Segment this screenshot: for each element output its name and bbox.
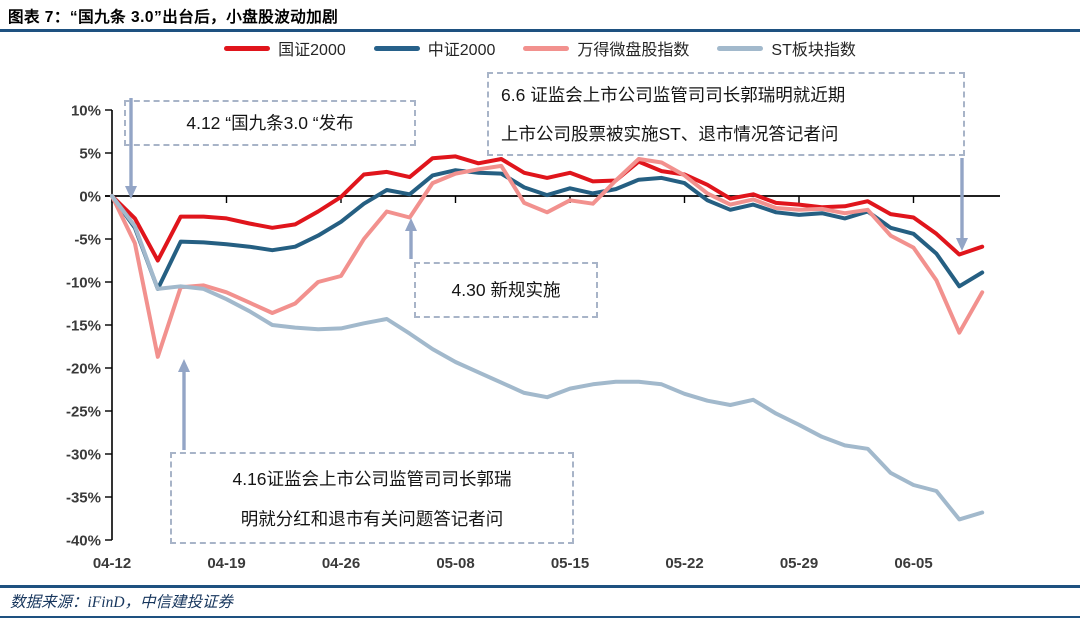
y-axis-label: -40%: [66, 533, 101, 550]
arrow-416-head-icon: [178, 359, 190, 372]
y-axis-label: -25%: [66, 404, 101, 421]
x-axis-label: 05-22: [665, 555, 703, 572]
legend-label: 国证2000: [278, 42, 346, 59]
y-axis-label: 10%: [71, 103, 101, 120]
annotation-text-line1: 4.16证监会上市公司监管司司长郭瑞: [232, 469, 512, 489]
footer-divider-top: [0, 585, 1080, 588]
y-axis-label: -20%: [66, 361, 101, 378]
data-source-note: 数据来源：iFinD，中信建投证券: [10, 594, 234, 611]
y-axis-label: -5%: [74, 232, 101, 249]
x-axis-label: 04-26: [322, 555, 360, 572]
series-line-2: [110, 157, 985, 359]
x-axis-label: 05-15: [551, 555, 589, 572]
title-divider: [0, 29, 1080, 32]
y-axis-label: 5%: [79, 146, 101, 163]
series-line-1: [110, 168, 985, 291]
series-line-3: [110, 194, 985, 522]
arrow-430-head-icon: [405, 218, 417, 231]
y-axis-label: -10%: [66, 275, 101, 292]
annotation-text-line1: 6.6 证监会上市公司监管司司长郭瑞明就近期: [501, 85, 846, 105]
legend-item-1: 中证2000: [373, 36, 496, 60]
annotation-box-430: 4.30 新规实施: [414, 262, 598, 318]
legend-line-swatch: [717, 45, 764, 51]
chart-canvas: 10% 5% 0% -5% -10% -15% -20% -25% -30% -35% -40% 04…: [66, 98, 1000, 572]
annotation-text-line2: 明就分红和退市有关问题答记者问: [240, 509, 504, 529]
annotation-box-412: 4.12 “国九条3.0 “发布: [124, 100, 416, 146]
y-axis-label: -15%: [66, 318, 101, 335]
annotation-text-line2: 上市公司股票被实施ST、退市情况答记者问: [501, 124, 839, 144]
annotation-text: 4.12 “国九条3.0 “发布: [186, 113, 354, 133]
annotation-box-416: 4.16证监会上市公司监管司司长郭瑞 明就分红和退市有关问题答记者问: [170, 452, 574, 544]
annotation-box-66: 6.6 证监会上市公司监管司司长郭瑞明就近期 上市公司股票被实施ST、退市情况答…: [487, 72, 965, 156]
legend-line-swatch: [523, 45, 570, 51]
footer-divider-bottom: [0, 616, 1080, 618]
arrow-66-head-icon: [956, 238, 968, 251]
annotation-text: 4.30 新规实施: [451, 280, 561, 300]
x-axis-label: 05-08: [436, 555, 474, 572]
x-axis-label: 04-19: [207, 555, 245, 572]
page-title: 图表 7：“国九条 3.0”出台后，小盘股波动加剧: [8, 9, 339, 26]
arrow-412-head-icon: [125, 186, 137, 199]
legend-item-3: ST板块指数: [717, 36, 856, 60]
legend-line-swatch: [224, 45, 271, 51]
chart-legend: 国证2000 中证2000 万得微盘股指数 ST板块指数: [0, 36, 1080, 60]
y-axis-label: 0%: [79, 189, 101, 206]
series-line-0: [110, 154, 985, 263]
legend-line-swatch: [373, 45, 420, 51]
legend-label: ST板块指数: [771, 42, 856, 59]
legend-item-2: 万得微盘股指数: [523, 36, 689, 60]
legend-item-0: 国证2000: [224, 36, 346, 60]
y-axis-label: -35%: [66, 490, 101, 507]
x-axis-label: 06-05: [894, 555, 932, 572]
x-axis-label: 05-29: [780, 555, 818, 572]
legend-label: 万得微盘股指数: [577, 42, 690, 59]
legend-label: 中证2000: [427, 42, 496, 59]
x-axis-label: 04-12: [93, 555, 131, 572]
y-axis-label: -30%: [66, 447, 101, 464]
